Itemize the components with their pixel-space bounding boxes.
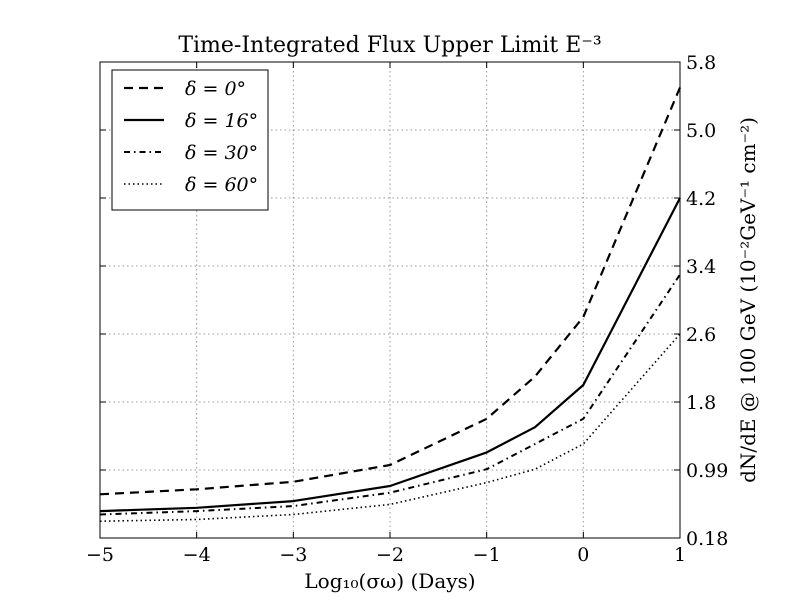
y-tick-label: 3.4 [686,256,716,278]
y-tick-label: 2.6 [686,324,716,346]
y-tick-label: 1.8 [686,392,716,414]
grid [100,62,680,538]
y-tick-label: 0.18 [686,528,728,550]
x-tick-label: 1 [674,544,686,566]
x-tick-label: −1 [473,544,501,566]
legend-box [111,69,269,211]
x-axis-ticks: −5 −4 −3 −2 −1 0 1 [86,62,686,566]
x-tick-label: −4 [183,544,211,566]
series-line-2 [99,197,681,513]
x-tick-label: −2 [376,544,404,566]
y-axis-label: dN/dE @ 100 GeV (10⁻²GeV⁻¹ cm⁻²) [736,117,760,483]
chart-title: Time-Integrated Flux Upper Limit E⁻³ [178,33,601,58]
series-line-1 [99,87,682,496]
x-axis-label: Log₁₀(σω) (Days) [304,569,475,593]
series-line-4 [99,333,681,522]
y-tick-label: 4.2 [686,188,716,210]
x-tick-label: −3 [279,544,307,566]
series-line-3 [99,273,681,516]
legend-label-4: δ = 60° [185,174,258,196]
legend: δ = 0° δ = 16° δ = 30° δ = 60° [111,69,269,211]
x-tick-label: −5 [86,544,114,566]
legend-label-1: δ = 0° [185,78,246,100]
x-tick-label: 0 [577,544,589,566]
legend-label-3: δ = 30° [185,142,258,164]
series-lines [99,87,682,522]
y-tick-label: 0.99 [686,460,728,482]
legend-label-2: δ = 16° [185,110,258,132]
y-tick-label: 5.8 [686,52,716,74]
y-axis-ticks: 0.18 0.99 1.8 2.6 3.4 4.2 5.0 5.8 [100,52,728,550]
y-tick-label: 5.0 [686,120,716,142]
